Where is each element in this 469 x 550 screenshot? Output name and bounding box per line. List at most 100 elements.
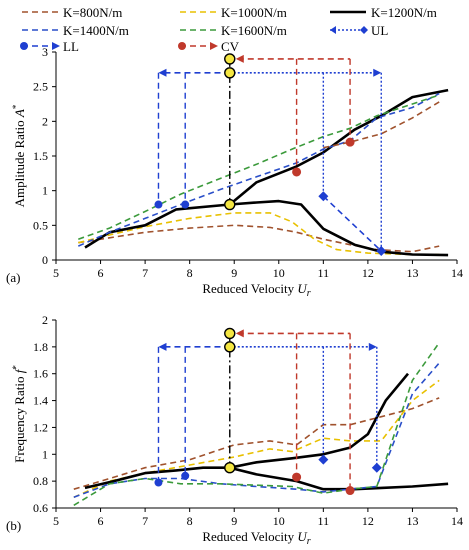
- x-tick-label: 7: [142, 514, 148, 528]
- x-tick-label: 13: [406, 514, 418, 528]
- ll-point: [181, 471, 190, 480]
- ul-point: [318, 191, 329, 202]
- y-tick-label: 2: [42, 313, 48, 327]
- legend-entry: UL: [330, 23, 388, 38]
- y-tick-label: 1.5: [33, 149, 48, 163]
- ll-arrowhead: [158, 342, 167, 351]
- legend-entry: K=1200N/m: [330, 5, 437, 20]
- series-line: [229, 466, 449, 491]
- legend-marker: [360, 26, 368, 34]
- x-tick-label: 12: [362, 514, 374, 528]
- series-line: [78, 212, 440, 256]
- legend-arrowhead: [210, 42, 218, 50]
- y-tick-label: 2: [42, 114, 48, 128]
- y-tick-label: 1.8: [33, 340, 48, 354]
- legend-entry: LL: [20, 39, 79, 54]
- series-line: [73, 342, 440, 506]
- x-tick-label: 14: [451, 514, 463, 528]
- cv-point: [292, 472, 302, 482]
- y-tick-label: 0.5: [33, 218, 48, 232]
- transition-point: [224, 67, 236, 79]
- x-tick-label: 5: [53, 514, 59, 528]
- y-tick-label: 1.4: [33, 394, 48, 408]
- x-tick-label: 8: [187, 514, 193, 528]
- series-line: [77, 92, 440, 247]
- legend-entry: K=1000N/m: [180, 5, 287, 20]
- legend-entry: K=1600N/m: [180, 23, 287, 38]
- transition-point: [224, 53, 236, 65]
- ll-point: [154, 200, 163, 209]
- x-tick-label: 13: [406, 266, 418, 280]
- x-tick-label: 11: [318, 266, 330, 280]
- cv-point: [292, 167, 302, 177]
- transition-point: [224, 198, 236, 211]
- y-tick-label: 0.6: [33, 501, 48, 515]
- x-tick-label: 6: [98, 514, 104, 528]
- x-tick-label: 7: [142, 266, 148, 280]
- ll-arrowhead: [158, 68, 167, 77]
- transition-point: [224, 462, 236, 474]
- series-line: [73, 379, 440, 499]
- x-axis-label: Reduced Velocity Ur: [202, 529, 310, 547]
- legend: K=800N/m K=1000N/m K=1200N/m K=1400N/m K=160…: [20, 5, 437, 54]
- x-tick-label: 11: [318, 514, 330, 528]
- panel-a-amplitude-chart: 5 6 7 8 9 10 11 12 13 14 0 0.5 1 1.5 2 2.5 3 Reduced Velo…: [6, 45, 463, 299]
- series-line: [78, 94, 440, 240]
- x-tick-label: 14: [451, 266, 463, 280]
- x-tick-label: 6: [98, 266, 104, 280]
- legend-label: K=800N/m: [63, 5, 122, 20]
- series-line: [78, 224, 440, 253]
- legend-label: CV: [221, 39, 240, 54]
- y-tick-label: 1: [42, 447, 48, 461]
- legend-entry: K=800N/m: [22, 5, 122, 20]
- cv-point: [345, 486, 355, 496]
- ll-point: [154, 478, 163, 487]
- legend-label: K=1200N/m: [371, 5, 437, 20]
- x-tick-label: 9: [231, 266, 237, 280]
- legend-arrowhead: [52, 42, 60, 50]
- panel-b-frequency-chart: 5 6 7 8 9 10 11 12 13 14 0.6 0.8 1 1.2 1.4 1.6 1.8 2 Reduc…: [6, 313, 463, 547]
- legend-label: UL: [371, 23, 388, 38]
- series-line: [228, 88, 449, 206]
- series-line: [323, 101, 440, 149]
- legend-label: K=1400N/m: [63, 23, 129, 38]
- y-tick-label: 1: [42, 184, 48, 198]
- x-tick-label: 10: [273, 266, 285, 280]
- legend-marker: [20, 42, 28, 50]
- ul-connector: [322, 195, 382, 252]
- y-tick-label: 1.6: [33, 367, 48, 381]
- x-tick-label: 10: [273, 514, 285, 528]
- transition-point: [224, 327, 236, 340]
- y-tick-label: 0.8: [33, 474, 48, 488]
- cv-arrowhead: [235, 329, 244, 338]
- y-tick-label: 3: [42, 45, 48, 59]
- x-axis-label: Reduced Velocity Ur: [202, 281, 310, 299]
- cv-point: [345, 137, 355, 147]
- legend-label: LL: [63, 39, 79, 54]
- y-axis-label: Frequency Ratio f*: [11, 365, 27, 463]
- ul-point: [376, 245, 387, 256]
- y-tick-label: 1.2: [33, 420, 48, 434]
- ll-point: [181, 200, 190, 209]
- x-tick-label: 5: [53, 266, 59, 280]
- x-tick-label: 12: [362, 266, 374, 280]
- ul-arrowhead: [373, 68, 382, 77]
- series-line: [73, 362, 440, 499]
- ul-point: [318, 454, 329, 465]
- y-axis-label: Amplitude Ratio A*: [11, 104, 27, 207]
- x-tick-label: 8: [187, 266, 193, 280]
- legend-marker: [178, 42, 186, 50]
- panel-label: (b): [6, 518, 21, 533]
- cv-arrowhead: [235, 54, 244, 63]
- legend-label: K=1600N/m: [221, 23, 287, 38]
- ul-arrowhead: [368, 342, 377, 351]
- panel-label: (a): [6, 270, 20, 285]
- legend-arrowhead: [330, 26, 336, 34]
- series-line: [84, 372, 410, 490]
- y-tick-label: 0: [42, 253, 48, 267]
- legend-entry: K=1400N/m: [22, 23, 129, 38]
- legend-entry: CV: [178, 39, 240, 54]
- legend-label: K=1000N/m: [221, 5, 287, 20]
- transition-point: [224, 341, 236, 353]
